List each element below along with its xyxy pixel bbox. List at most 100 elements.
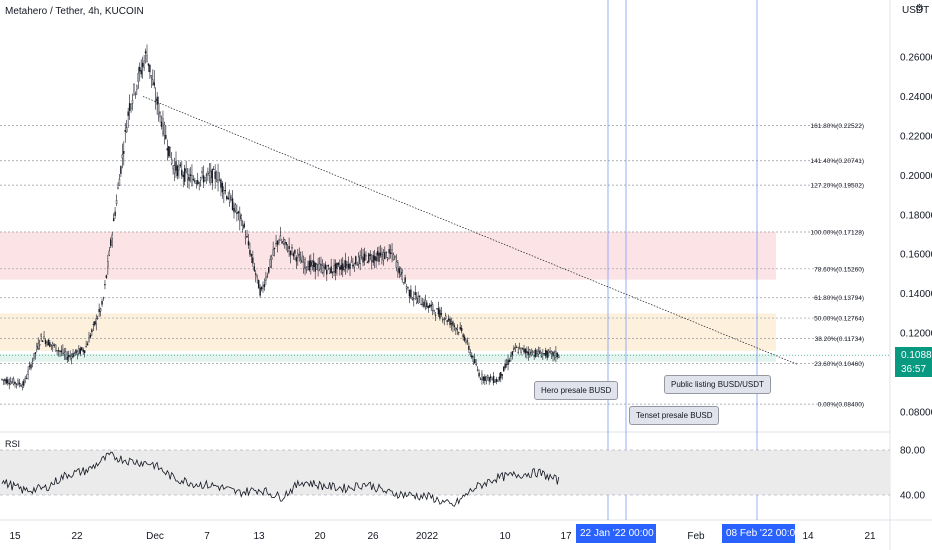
- public-listing-callout[interactable]: Public listing BUSD/USDT: [664, 375, 771, 394]
- candle-body: [221, 183, 224, 193]
- candle-body: [257, 280, 260, 289]
- candle-body: [46, 342, 48, 345]
- fib-level-label: 161.80%(0.22522): [811, 123, 865, 130]
- candle-body: [513, 348, 515, 350]
- price-axis-tick: 0.08000: [900, 408, 932, 419]
- candle-body: [434, 314, 437, 316]
- candle-body: [263, 284, 266, 288]
- candle-body: [124, 129, 126, 132]
- candle-body: [178, 166, 180, 171]
- candle-body: [492, 375, 495, 383]
- candle-body: [510, 355, 512, 357]
- candle-body: [127, 111, 129, 116]
- candle-body: [260, 286, 263, 290]
- candle-body: [244, 235, 247, 239]
- candle-body: [120, 166, 122, 174]
- candle-body: [408, 289, 411, 297]
- candle-body: [420, 303, 422, 305]
- candle-body: [442, 319, 444, 321]
- candle-body: [255, 273, 257, 275]
- candle-body: [134, 93, 137, 95]
- crosshair-date-label-2: 08 Feb '22 00:00: [722, 524, 801, 543]
- candle-body: [227, 197, 229, 200]
- time-axis-tick: 15: [9, 531, 21, 542]
- candle-body: [112, 218, 115, 222]
- candle-body: [117, 187, 119, 189]
- candle-body: [210, 170, 212, 178]
- candle-body: [226, 196, 228, 199]
- candle-body: [558, 355, 560, 358]
- candle-body: [37, 342, 39, 349]
- candle-body: [452, 321, 454, 326]
- candle-body: [358, 256, 360, 265]
- candle-body: [41, 340, 44, 342]
- fib-level-label: 141.40%(0.20741): [811, 158, 865, 165]
- candle-body: [482, 376, 485, 381]
- candle-body: [529, 349, 531, 355]
- candle-body: [305, 267, 308, 270]
- candle-body: [416, 298, 418, 303]
- candle-body: [344, 260, 347, 269]
- candle-body: [118, 178, 121, 186]
- candle-body: [168, 146, 170, 157]
- candle-body: [69, 355, 71, 357]
- tenset-presale-callout[interactable]: Tenset presale BUSD: [629, 406, 720, 425]
- candle-body: [498, 376, 501, 380]
- candle-body: [44, 340, 47, 344]
- candle-body: [179, 164, 182, 166]
- candle-body: [67, 354, 70, 358]
- candle-body: [459, 327, 461, 330]
- candle-body: [463, 336, 466, 341]
- candle-body: [253, 266, 256, 271]
- candle-body: [95, 318, 97, 324]
- candle-body: [453, 325, 456, 327]
- fib-level-label: 100.00%(0.17128): [811, 229, 865, 236]
- candle-body: [307, 266, 309, 271]
- candle-body: [405, 286, 408, 289]
- currency-unit-button[interactable]: USDT: [902, 5, 930, 16]
- candle-body: [549, 351, 551, 353]
- settings-gear-icon[interactable]: ⚙: [915, 3, 924, 14]
- highlight-zone-0: [0, 231, 776, 280]
- time-axis-tick: 26: [367, 531, 379, 542]
- candle-body: [465, 341, 467, 343]
- candle-body: [82, 349, 84, 352]
- candle-body: [181, 169, 183, 176]
- candle-body: [198, 182, 200, 185]
- candle-body: [362, 257, 364, 263]
- candle-body: [389, 252, 392, 254]
- candle-body: [123, 151, 125, 154]
- candle-body: [30, 364, 32, 369]
- candle-body: [523, 348, 525, 353]
- candle-body: [539, 350, 541, 354]
- candle-body: [175, 161, 177, 171]
- candle-body: [381, 254, 383, 257]
- candle-body: [220, 179, 222, 188]
- candle-body: [518, 347, 521, 349]
- candle-body: [292, 253, 295, 257]
- candle-body: [102, 297, 105, 299]
- candle-body: [537, 351, 540, 355]
- candle-body: [56, 350, 58, 352]
- candle-body: [143, 60, 145, 69]
- candle-body: [552, 351, 554, 357]
- hero-presale-callout[interactable]: Hero presale BUSD: [534, 381, 619, 400]
- candle-body: [57, 350, 60, 352]
- time-axis-tick: 22: [71, 531, 83, 542]
- candle-body: [165, 134, 167, 139]
- candle-body: [259, 287, 261, 296]
- candle-body: [371, 260, 373, 262]
- candle-body: [291, 247, 293, 249]
- candle-body: [27, 370, 29, 375]
- candle-body: [144, 51, 147, 54]
- candle-body: [85, 346, 87, 348]
- candle-body: [340, 264, 342, 270]
- candle-body: [505, 364, 508, 366]
- candle-body: [199, 177, 202, 181]
- candle-body: [70, 355, 73, 359]
- candle-body: [384, 252, 386, 260]
- candle-body: [495, 379, 498, 382]
- candle-body: [265, 277, 267, 281]
